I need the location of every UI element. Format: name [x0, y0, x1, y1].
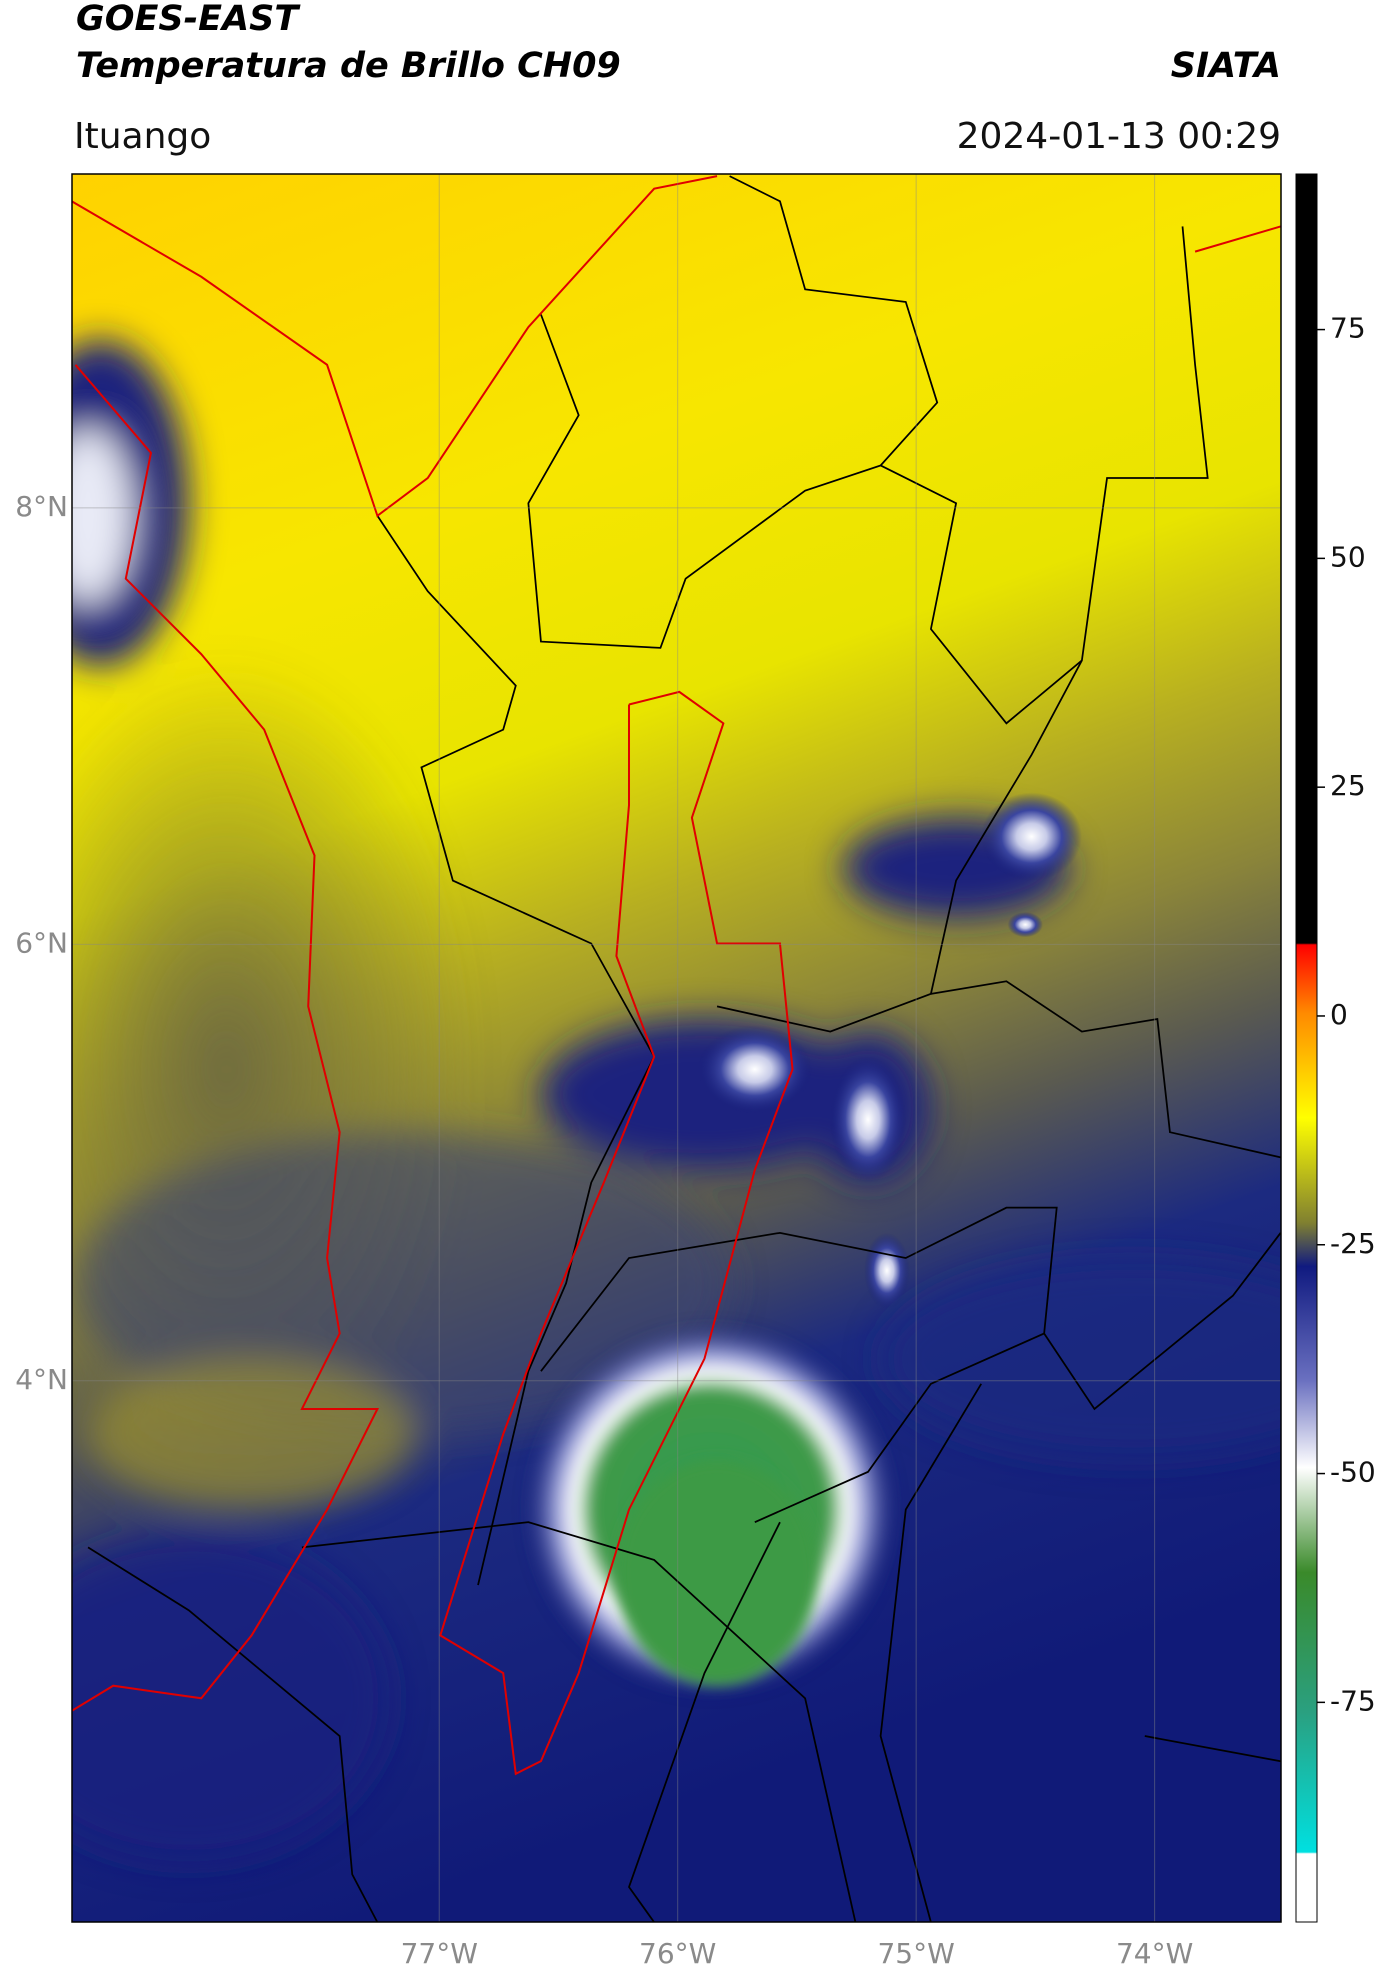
lon-tick-label: 76°W: [639, 1937, 716, 1970]
datetime: 2024-01-13 00:29: [957, 116, 1281, 157]
subtitle: Temperatura de Brillo CH09: [76, 46, 621, 86]
colorbar-tick-label: -75: [1330, 1684, 1376, 1717]
colorbar-tick-label: 75: [1330, 312, 1366, 345]
lon-tick-label: 75°W: [877, 1937, 954, 1970]
location: Ituango: [74, 116, 211, 157]
colorbar-tick-label: 0: [1330, 998, 1348, 1031]
lon-tick-label: 77°W: [401, 1937, 478, 1970]
colorbar-tick-label: 50: [1330, 540, 1366, 573]
lon-tick-label: 74°W: [1116, 1937, 1193, 1970]
colorbar-tick-label: 25: [1330, 769, 1366, 802]
colorbar-tick-label: -25: [1330, 1227, 1376, 1260]
colorbar-tick-label: -50: [1330, 1456, 1376, 1489]
brand: SIATA: [1171, 46, 1281, 86]
map-frame: [71, 173, 1282, 1923]
lat-tick-label: 4°N: [15, 1363, 68, 1396]
title: GOES-EAST: [76, 0, 301, 39]
lat-tick-label: 8°N: [15, 490, 68, 523]
map-image: [72, 174, 1281, 1922]
colorbar: [1295, 173, 1318, 1923]
lat-tick-label: 6°N: [15, 926, 68, 959]
graticule: [72, 174, 1281, 1922]
